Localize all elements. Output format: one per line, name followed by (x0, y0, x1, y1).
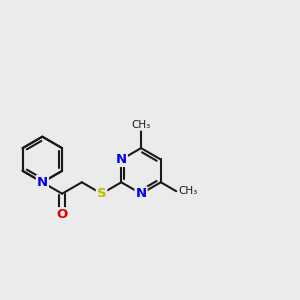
Text: N: N (37, 176, 48, 189)
Text: N: N (136, 187, 147, 200)
Text: CH₃: CH₃ (131, 120, 151, 130)
Text: CH₃: CH₃ (179, 186, 198, 196)
Text: O: O (56, 208, 68, 221)
Text: N: N (116, 153, 127, 166)
Text: S: S (97, 187, 106, 200)
